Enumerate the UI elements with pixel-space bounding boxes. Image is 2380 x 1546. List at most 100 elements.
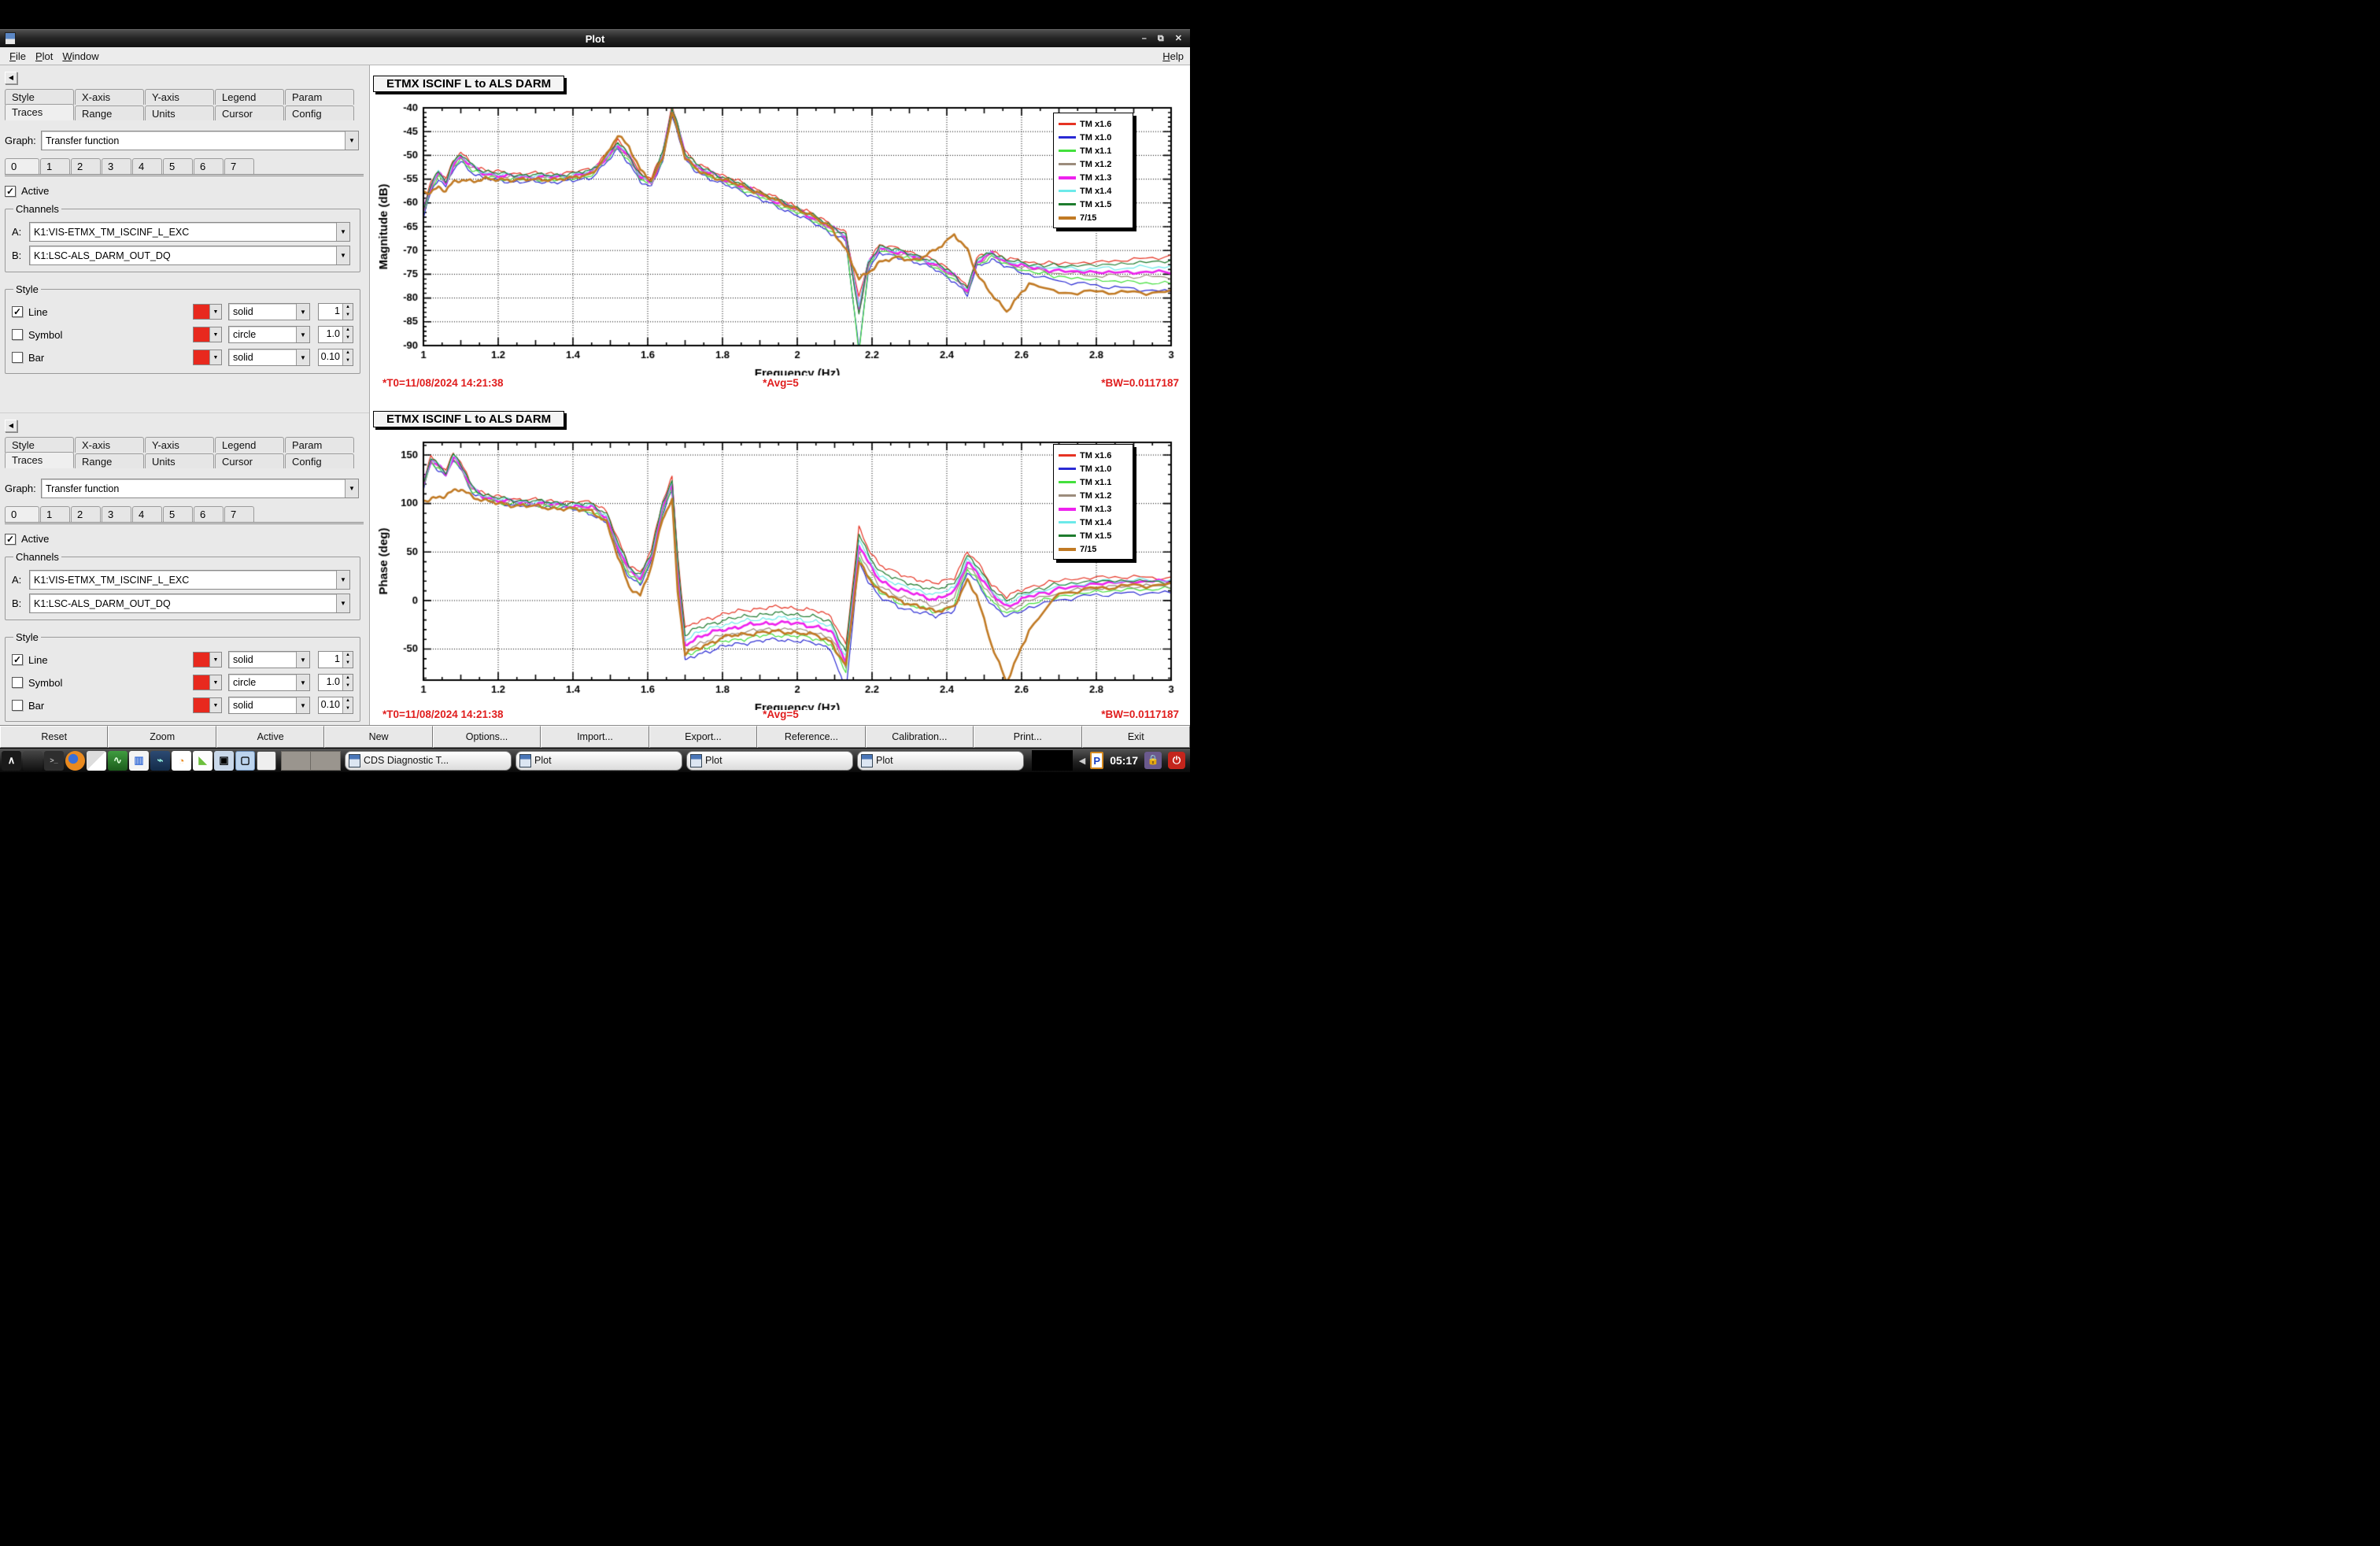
tab-config[interactable]: Config: [285, 105, 354, 120]
workspace-pager[interactable]: [281, 751, 341, 771]
chevron-down-icon[interactable]: ▼: [336, 594, 349, 612]
color-swatch[interactable]: [194, 305, 209, 319]
trace-tab-3[interactable]: 3: [102, 506, 131, 522]
trace-tab-4[interactable]: 4: [132, 158, 162, 174]
spin-down-icon[interactable]: ▼: [343, 682, 353, 690]
taskbar-task-plot-3[interactable]: Plot: [857, 751, 1024, 771]
bar-width-stepper[interactable]: 0.10 ▲▼: [318, 349, 353, 366]
tab-range[interactable]: Range: [75, 105, 144, 120]
menu-plot[interactable]: Plot: [35, 50, 53, 62]
tab-style[interactable]: Style: [5, 89, 74, 105]
line-style-select[interactable]: solid ▼: [228, 651, 310, 668]
trace-tab-1[interactable]: 1: [40, 506, 70, 522]
trace-tab-3[interactable]: 3: [102, 158, 131, 174]
spin-up-icon[interactable]: ▲: [343, 652, 353, 660]
symbol-color-select[interactable]: ▼: [193, 327, 222, 342]
spin-down-icon[interactable]: ▼: [343, 357, 353, 365]
document-ruler-icon[interactable]: ◣: [193, 751, 213, 771]
terminal-icon[interactable]: >_: [44, 751, 64, 771]
minimize-button[interactable]: –: [1142, 33, 1147, 44]
chart-app-icon[interactable]: ▥: [129, 751, 149, 771]
tab-units[interactable]: Units: [145, 453, 214, 468]
tray-collapse-icon[interactable]: ◀: [1079, 756, 1085, 766]
trace-tab-7[interactable]: 7: [224, 158, 254, 174]
bar-style-select[interactable]: solid ▼: [228, 349, 310, 366]
channel-b-select[interactable]: K1:LSC-ALS_DARM_OUT_DQ ▼: [29, 246, 350, 265]
reference-button[interactable]: Reference...: [757, 726, 865, 748]
symbol-style-select[interactable]: circle ▼: [228, 326, 310, 343]
spin-up-icon[interactable]: ▲: [343, 350, 353, 357]
symbol-checkbox[interactable]: [12, 329, 23, 340]
chevron-down-icon[interactable]: ▼: [209, 675, 221, 690]
spin-down-icon[interactable]: ▼: [343, 660, 353, 668]
color-swatch[interactable]: [194, 698, 209, 712]
close-button[interactable]: ✕: [1175, 33, 1182, 44]
menu-file[interactable]: File: [9, 50, 26, 62]
tab-legend[interactable]: Legend: [215, 437, 284, 453]
tab-traces[interactable]: Traces: [5, 104, 74, 120]
spin-up-icon[interactable]: ▲: [343, 675, 353, 682]
trace-tab-0[interactable]: 0: [5, 158, 39, 174]
tab-legend[interactable]: Legend: [215, 89, 284, 105]
trace-tab-4[interactable]: 4: [132, 506, 162, 522]
tab-x-axis[interactable]: X-axis: [75, 89, 144, 105]
bar-color-select[interactable]: ▼: [193, 350, 222, 365]
active-checkbox[interactable]: [5, 534, 16, 545]
chevron-down-icon[interactable]: ▼: [209, 698, 221, 712]
spin-up-icon[interactable]: ▲: [343, 327, 353, 335]
tab-y-axis[interactable]: Y-axis: [145, 89, 214, 105]
spin-down-icon[interactable]: ▼: [343, 335, 353, 342]
chevron-down-icon[interactable]: ▼: [209, 327, 221, 342]
tab-style[interactable]: Style: [5, 437, 74, 453]
spin-down-icon[interactable]: ▼: [343, 705, 353, 713]
symbol-size-stepper[interactable]: 1.0 ▲▼: [318, 326, 353, 343]
color-swatch[interactable]: [194, 327, 209, 342]
chevron-down-icon[interactable]: ▼: [296, 697, 309, 713]
clipboard-manager-icon[interactable]: P: [1090, 752, 1103, 769]
symbol-size-stepper[interactable]: 1.0 ▲▼: [318, 674, 353, 691]
spin-up-icon[interactable]: ▲: [343, 304, 353, 312]
chevron-down-icon[interactable]: ▼: [345, 479, 358, 497]
window-manager-logo-icon[interactable]: ∧: [2, 751, 21, 771]
bar-width-stepper[interactable]: 0.10 ▲▼: [318, 697, 353, 714]
bar-color-select[interactable]: ▼: [193, 697, 222, 713]
chevron-down-icon[interactable]: ▼: [336, 223, 349, 241]
waveform-monitor-icon[interactable]: ⌁: [150, 751, 170, 771]
line-width-stepper[interactable]: 1 ▲▼: [318, 303, 353, 320]
trace-tab-6[interactable]: 6: [194, 506, 224, 522]
import-button[interactable]: Import...: [541, 726, 649, 748]
tab-traces[interactable]: Traces: [5, 452, 74, 468]
chevron-down-icon[interactable]: ▼: [336, 571, 349, 589]
active-checkbox[interactable]: [5, 186, 16, 197]
channel-a-select[interactable]: K1:VIS-ETMX_TM_ISCINF_L_EXC ▼: [29, 222, 350, 242]
taskbar-task-plot-1[interactable]: Plot: [516, 751, 682, 771]
trace-tab-7[interactable]: 7: [224, 506, 254, 522]
line-color-select[interactable]: ▼: [193, 652, 222, 668]
chevron-down-icon[interactable]: ▼: [296, 652, 309, 668]
spin-up-icon[interactable]: ▲: [343, 697, 353, 705]
line-checkbox[interactable]: [12, 654, 23, 665]
bar-checkbox[interactable]: [12, 700, 23, 711]
color-swatch[interactable]: [194, 675, 209, 690]
menu-help[interactable]: Help: [1162, 50, 1184, 62]
bar-checkbox[interactable]: [12, 352, 23, 363]
color-swatch[interactable]: [194, 350, 209, 364]
trace-tab-1[interactable]: 1: [40, 158, 70, 174]
chevron-down-icon[interactable]: ▼: [209, 305, 221, 319]
chevron-down-icon[interactable]: ▼: [209, 653, 221, 667]
symbol-checkbox[interactable]: [12, 677, 23, 688]
collapse-panel-icon[interactable]: ◀: [5, 72, 17, 84]
line-style-select[interactable]: solid ▼: [228, 303, 310, 320]
bar-style-select[interactable]: solid ▼: [228, 697, 310, 714]
channel-b-select[interactable]: K1:LSC-ALS_DARM_OUT_DQ ▼: [29, 594, 350, 613]
tab-units[interactable]: Units: [145, 105, 214, 120]
trace-tab-2[interactable]: 2: [71, 158, 101, 174]
graph-type-select[interactable]: Transfer function ▼: [41, 131, 359, 150]
graph-type-select[interactable]: Transfer function ▼: [41, 479, 359, 498]
chevron-down-icon[interactable]: ▼: [296, 304, 309, 320]
trace-tab-6[interactable]: 6: [194, 158, 224, 174]
chevron-down-icon[interactable]: ▼: [345, 131, 358, 150]
taskbar-task-cds[interactable]: CDS Diagnostic T...: [345, 751, 512, 771]
workspace-cell[interactable]: [311, 751, 341, 771]
chevron-down-icon[interactable]: ▼: [336, 246, 349, 264]
